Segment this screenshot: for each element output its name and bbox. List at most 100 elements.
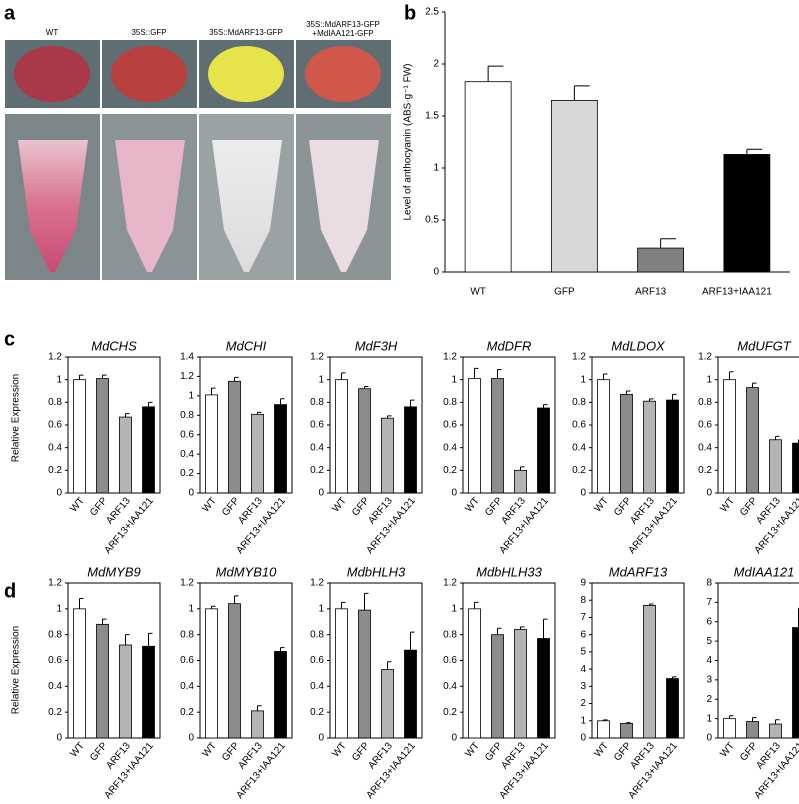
bar <box>666 678 679 739</box>
plot-frame <box>591 356 685 494</box>
y-tick-label: 0 <box>706 488 712 499</box>
x-tick-label: GFP <box>483 495 505 518</box>
x-tick-label: GFP <box>612 740 634 763</box>
bar <box>96 623 109 739</box>
y-tick-label: 0.6 <box>443 655 457 666</box>
bar <box>550 100 598 273</box>
y-tick-label: 0.4 <box>310 442 324 453</box>
error-bar <box>603 373 608 380</box>
error-bar <box>626 390 631 395</box>
x-tick-label: WT <box>330 741 348 760</box>
x-tick-label: WT <box>592 496 610 515</box>
y-tick-label: 0.2 <box>180 707 194 718</box>
bar <box>205 608 218 739</box>
bar <box>96 378 109 494</box>
bar <box>537 638 550 739</box>
chart-title: MdCHI <box>226 338 267 353</box>
y-tick-label: 1.2 <box>180 371 194 382</box>
chart-title: MdbHLH33 <box>476 564 543 579</box>
chart-title: MdMYB10 <box>216 564 277 579</box>
error-bar <box>387 661 392 670</box>
x-tick-label: GFP <box>612 495 634 518</box>
bar <box>274 651 287 739</box>
y-tick-label: 0.8 <box>443 397 457 408</box>
y-tick-label: 1 <box>580 374 586 385</box>
bar <box>335 379 348 494</box>
y-tick-label: 4 <box>706 655 712 666</box>
x-tick-label: GFP <box>220 495 242 518</box>
y-axis-label: Level of anthocyanin (ABS·g⁻¹ FW) <box>403 63 414 220</box>
y-tick-label: 1 <box>318 603 324 614</box>
bar <box>335 608 348 739</box>
y-tick-label: 0.4 <box>48 442 62 453</box>
bar <box>643 604 656 739</box>
plot-frame <box>462 582 556 739</box>
error-bar <box>79 374 84 380</box>
y-tick-label: 0.5 <box>425 215 439 226</box>
error-bar <box>775 719 780 725</box>
chart-title: MdUFGT <box>737 338 792 353</box>
x-tick-label: WT <box>718 741 736 760</box>
error-bar <box>364 385 369 389</box>
y-tick-label: 0 <box>56 488 62 499</box>
bar <box>142 645 155 739</box>
plot-frame <box>329 582 423 739</box>
bar <box>381 669 394 739</box>
y-tick-label: 0.2 <box>180 468 194 479</box>
bar <box>251 413 264 494</box>
chart-title: MdLDOX <box>611 338 666 353</box>
error-bar <box>79 598 84 609</box>
x-tick-label: WT <box>330 496 348 515</box>
y-tick-label: 1 <box>706 374 712 385</box>
panel-letter: a <box>4 2 16 24</box>
error-bar <box>148 401 153 407</box>
y-tick-label: 0.6 <box>180 429 194 440</box>
chart-title: MdMYB9 <box>87 564 140 579</box>
y-tick-label: 0.6 <box>310 420 324 431</box>
error-bar <box>280 647 285 652</box>
y-tick-label: 0 <box>580 733 586 744</box>
error-bar <box>102 618 107 625</box>
x-tick-label: GFP <box>738 740 760 763</box>
bar <box>381 417 394 494</box>
bar <box>251 710 264 739</box>
y-tick-label: 0.8 <box>572 397 586 408</box>
y-tick-label: 8 <box>706 578 712 589</box>
bar <box>491 634 504 739</box>
plot-frame <box>329 356 423 494</box>
bar <box>274 404 287 494</box>
y-tick-label: 3 <box>706 675 712 686</box>
y-tick-label: 0 <box>706 733 712 744</box>
error-bar <box>746 148 763 155</box>
y-tick-label: 1.2 <box>698 352 712 363</box>
y-tick-label: 1 <box>56 374 62 385</box>
error-bar <box>543 404 548 408</box>
bar <box>723 718 736 739</box>
y-tick-label: 0.4 <box>180 681 194 692</box>
y-tick-label: 0.4 <box>572 442 586 453</box>
y-tick-label: 3 <box>580 681 586 692</box>
bar <box>205 394 218 494</box>
error-bar <box>487 65 504 82</box>
error-bar <box>257 411 262 415</box>
error-bar <box>729 715 734 719</box>
y-tick-label: 0.2 <box>48 465 62 476</box>
error-bar <box>125 634 130 645</box>
y-tick-label: 1.5 <box>425 111 439 122</box>
y-tick-label: 0.6 <box>443 420 457 431</box>
y-tick-label: 0.8 <box>310 397 324 408</box>
error-bar <box>410 399 415 407</box>
y-tick-label: 0.8 <box>180 629 194 640</box>
bar <box>358 388 371 494</box>
bar <box>620 393 633 494</box>
y-tick-label: 1.2 <box>48 352 62 363</box>
y-tick-label: 0 <box>188 488 194 499</box>
error-bar <box>520 626 525 630</box>
error-bar <box>211 387 216 395</box>
chart-title: MdbHLH3 <box>347 564 406 579</box>
y-tick-label: 1 <box>188 603 194 614</box>
photo-label: 35S::MdARF13-GFP <box>209 28 283 37</box>
error-bar <box>364 592 369 611</box>
y-tick-label: 0.6 <box>48 420 62 431</box>
error-bar <box>474 601 479 609</box>
